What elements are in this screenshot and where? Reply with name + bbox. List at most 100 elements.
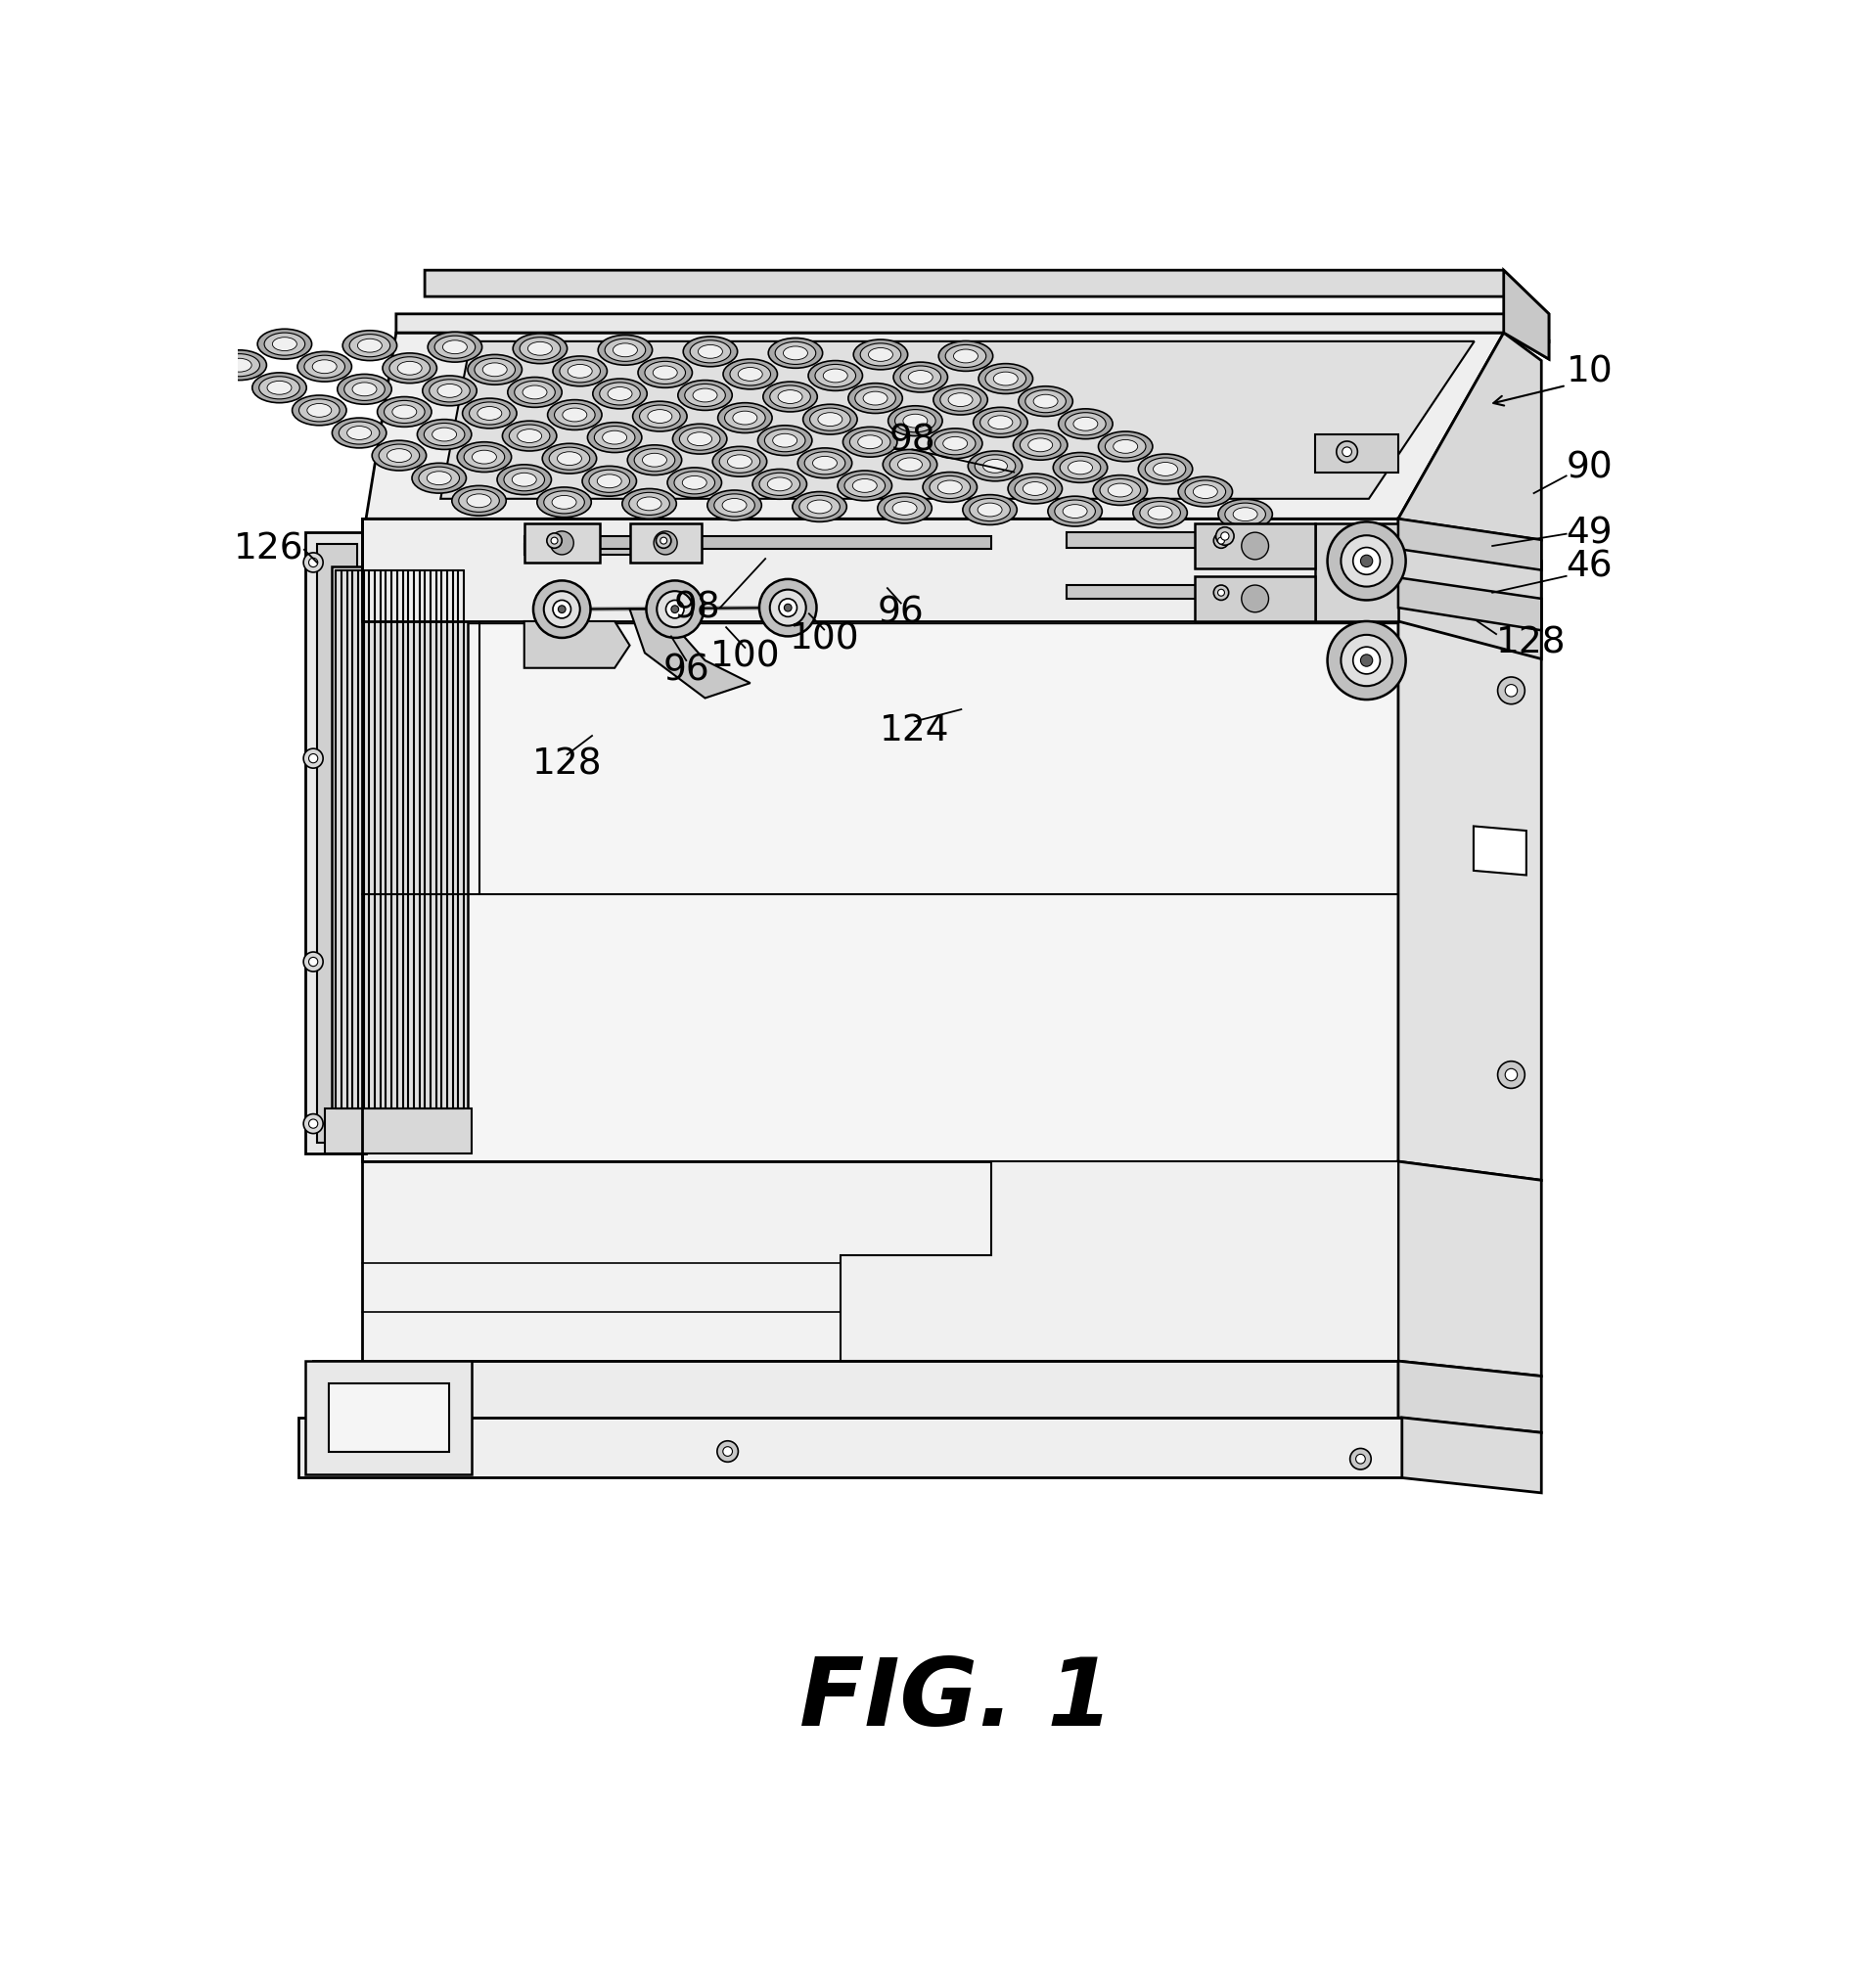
Ellipse shape (377, 398, 431, 427)
Ellipse shape (773, 433, 797, 447)
Ellipse shape (1233, 507, 1258, 521)
Circle shape (653, 531, 677, 555)
Polygon shape (306, 1362, 472, 1473)
Ellipse shape (466, 493, 491, 507)
Circle shape (1349, 1449, 1372, 1469)
Ellipse shape (1153, 463, 1177, 475)
Circle shape (1241, 533, 1269, 559)
Circle shape (1213, 533, 1228, 549)
Ellipse shape (1058, 410, 1112, 439)
Ellipse shape (384, 400, 425, 423)
Ellipse shape (504, 469, 545, 491)
Ellipse shape (646, 362, 685, 384)
Ellipse shape (877, 493, 931, 523)
Ellipse shape (1185, 481, 1226, 503)
Ellipse shape (435, 336, 476, 358)
Ellipse shape (383, 354, 437, 384)
Ellipse shape (267, 382, 291, 394)
Ellipse shape (963, 495, 1017, 525)
Ellipse shape (265, 332, 304, 356)
Ellipse shape (228, 358, 252, 372)
Polygon shape (524, 620, 629, 668)
Ellipse shape (808, 360, 862, 392)
Ellipse shape (554, 404, 595, 425)
Ellipse shape (674, 471, 715, 493)
Ellipse shape (1192, 485, 1217, 499)
Ellipse shape (1099, 431, 1153, 461)
Ellipse shape (424, 423, 465, 445)
Circle shape (1506, 684, 1517, 696)
Circle shape (778, 598, 797, 616)
Text: 10: 10 (1566, 356, 1612, 390)
Ellipse shape (1093, 475, 1148, 505)
Ellipse shape (582, 465, 636, 497)
Ellipse shape (933, 386, 987, 415)
Ellipse shape (939, 342, 993, 372)
Circle shape (304, 749, 323, 767)
Text: 98: 98 (674, 590, 720, 626)
Text: 128: 128 (532, 747, 603, 781)
Ellipse shape (771, 386, 810, 408)
Circle shape (308, 958, 317, 966)
Ellipse shape (543, 491, 584, 513)
Ellipse shape (730, 364, 771, 386)
Ellipse shape (1105, 435, 1146, 457)
Polygon shape (396, 314, 1549, 360)
Polygon shape (328, 1384, 450, 1451)
Circle shape (759, 579, 817, 636)
Ellipse shape (179, 332, 220, 354)
Ellipse shape (522, 386, 547, 400)
Circle shape (1498, 1062, 1525, 1087)
Ellipse shape (418, 419, 472, 449)
Circle shape (1506, 1070, 1517, 1081)
Ellipse shape (547, 400, 603, 429)
Ellipse shape (468, 354, 522, 386)
Ellipse shape (172, 328, 226, 358)
Ellipse shape (677, 380, 731, 410)
Ellipse shape (903, 414, 927, 427)
Polygon shape (524, 523, 599, 563)
Polygon shape (1398, 519, 1541, 571)
Ellipse shape (442, 340, 466, 354)
Ellipse shape (590, 469, 629, 493)
Ellipse shape (608, 388, 633, 400)
Ellipse shape (549, 447, 590, 469)
Ellipse shape (452, 485, 506, 515)
Ellipse shape (521, 338, 560, 360)
Ellipse shape (459, 489, 500, 513)
Ellipse shape (312, 360, 336, 374)
Ellipse shape (1049, 497, 1103, 527)
Circle shape (1357, 1453, 1366, 1463)
Ellipse shape (1146, 457, 1185, 481)
Ellipse shape (810, 408, 851, 431)
Ellipse shape (252, 372, 306, 404)
Ellipse shape (588, 421, 642, 453)
Ellipse shape (718, 404, 773, 433)
Ellipse shape (353, 382, 377, 396)
Ellipse shape (304, 356, 345, 378)
Ellipse shape (1218, 499, 1273, 529)
Ellipse shape (457, 441, 511, 471)
Ellipse shape (1099, 479, 1140, 501)
Circle shape (1360, 654, 1373, 666)
Circle shape (1342, 634, 1392, 686)
Circle shape (308, 559, 317, 567)
Ellipse shape (429, 380, 470, 402)
Ellipse shape (187, 336, 211, 350)
Circle shape (534, 580, 590, 638)
Ellipse shape (433, 427, 457, 441)
Polygon shape (1474, 827, 1526, 875)
Ellipse shape (815, 364, 856, 388)
Ellipse shape (845, 475, 884, 497)
Ellipse shape (502, 421, 556, 451)
Ellipse shape (599, 382, 640, 406)
Ellipse shape (728, 455, 752, 469)
Ellipse shape (784, 346, 808, 360)
Ellipse shape (627, 445, 681, 475)
Ellipse shape (769, 338, 823, 368)
Ellipse shape (633, 402, 687, 431)
Ellipse shape (853, 340, 907, 370)
Text: 49: 49 (1566, 517, 1612, 551)
Ellipse shape (954, 350, 978, 364)
Circle shape (657, 533, 672, 549)
